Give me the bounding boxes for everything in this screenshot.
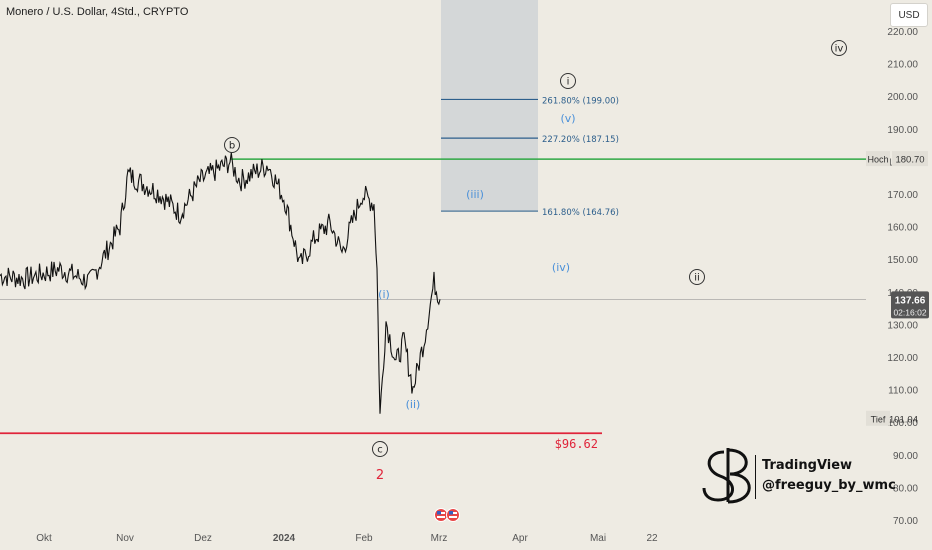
flag-canton [449, 511, 453, 515]
tief-name-label: Tief [871, 414, 886, 424]
current-price-countdown: 02:16:02 [893, 307, 926, 317]
hoch-value-box [892, 151, 928, 167]
wave-label-iv: iv [835, 44, 844, 55]
logo-b-stroke [726, 448, 751, 504]
wave-label-2: 2 [376, 468, 384, 483]
wave-label-paren-i: (i) [378, 288, 390, 301]
x-tick-label: Mai [590, 533, 606, 544]
flag-canton [437, 511, 441, 515]
current-price-box [891, 291, 929, 319]
y-tick-label: 100.00 [887, 418, 918, 429]
wave-label-paren-iv: (iv) [552, 261, 570, 274]
brand-handle: @freeguy_by_wmc [762, 478, 896, 493]
hoch-name-box [866, 151, 890, 167]
y-tick-label: 80.00 [893, 483, 918, 494]
logo-s-stroke [702, 450, 734, 502]
us-event-flag-icon [434, 508, 448, 522]
tief-name-box [866, 410, 890, 426]
price-axis-panel [866, 0, 932, 550]
wave-label-b-circle [224, 137, 240, 153]
x-tick-label: Feb [355, 533, 373, 544]
current-price-label: 137.66 [895, 295, 926, 306]
wave-label-paren-v: (v) [560, 112, 575, 125]
tief-value-label: 101.04 [889, 414, 918, 425]
y-tick-label: 170.00 [887, 190, 918, 201]
fib-label: 227.20% (187.15) [542, 135, 619, 145]
y-tick-label: 130.00 [887, 320, 918, 331]
fib-label: 161.80% (164.76) [542, 208, 619, 218]
y-tick-label: 220.00 [887, 27, 918, 38]
flag-stripe [449, 516, 457, 518]
y-tick-label: 110.00 [888, 386, 918, 397]
y-tick-label: 210.00 [887, 60, 918, 71]
x-tick-label: Apr [512, 533, 528, 544]
support-level-label: $96.62 [555, 437, 598, 451]
price-series-line [0, 152, 441, 414]
brand-divider [755, 455, 756, 499]
fib-label: 261.80% (199.00) [542, 96, 619, 106]
y-tick-label: 160.00 [887, 223, 918, 234]
wave-label-c: c [377, 445, 383, 456]
wave-label-i: i [567, 77, 570, 88]
y-tick-label: 70.00 [893, 516, 918, 527]
us-event-flag-icon [446, 508, 460, 522]
y-tick-label: 200.00 [887, 92, 918, 103]
wave-label-b: b [229, 141, 235, 152]
wave-label-paren-ii: (ii) [406, 398, 421, 411]
sb-monogram-icon [702, 448, 751, 504]
x-tick-label: 2024 [273, 533, 296, 544]
y-tick-label: 190.00 [887, 125, 918, 136]
flag-stripe [437, 516, 445, 518]
wave-label-iv-circle [831, 40, 847, 56]
chart-title: Monero / U.S. Dollar, 4Std., CRYPTO [6, 6, 189, 18]
x-tick-label: Nov [116, 533, 134, 544]
x-tick-label: 22 [646, 533, 658, 544]
y-tick-label: 150.00 [887, 255, 918, 266]
x-tick-label: Mrz [431, 533, 448, 544]
wave-label-i-circle [560, 73, 576, 89]
x-tick-label: Dez [194, 533, 212, 544]
wave-label-ii: ii [694, 273, 700, 284]
flag-circle [446, 508, 460, 522]
x-tick-label: Okt [36, 533, 52, 544]
brand-name: TradingView [762, 458, 853, 473]
currency-button[interactable]: USD [890, 3, 928, 27]
hoch-value-label: 180.70 [895, 155, 924, 166]
projection-box [441, 0, 538, 210]
wave-label-paren-iii: (iii) [466, 188, 484, 201]
wave-label-ii-circle [689, 269, 705, 285]
flag-circle [434, 508, 448, 522]
hoch-name-label: Hoch [867, 155, 888, 165]
y-tick-label: 90.00 [893, 451, 918, 462]
wave-label-c-circle [372, 441, 388, 457]
y-tick-label: 120.00 [887, 353, 918, 364]
